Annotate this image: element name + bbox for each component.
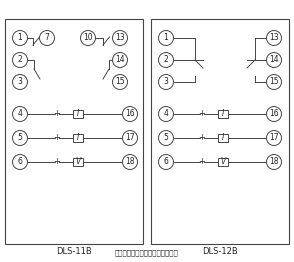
Text: 14: 14 bbox=[115, 56, 125, 64]
Circle shape bbox=[13, 130, 28, 145]
Circle shape bbox=[158, 30, 173, 46]
Text: 2: 2 bbox=[164, 56, 168, 64]
Text: 13: 13 bbox=[269, 34, 279, 42]
Text: +: + bbox=[54, 157, 61, 166]
Bar bbox=[73, 158, 83, 166]
Text: DLS-12B: DLS-12B bbox=[202, 248, 238, 256]
Circle shape bbox=[13, 74, 28, 90]
Text: 4: 4 bbox=[18, 110, 22, 118]
Text: +: + bbox=[198, 110, 206, 118]
Circle shape bbox=[266, 30, 281, 46]
Bar bbox=[151, 19, 289, 244]
Text: 6: 6 bbox=[163, 157, 168, 166]
Text: 18: 18 bbox=[125, 157, 135, 166]
Text: +: + bbox=[54, 134, 61, 143]
Text: I: I bbox=[222, 134, 224, 143]
Bar bbox=[5, 19, 143, 244]
Circle shape bbox=[81, 30, 96, 46]
Text: 2: 2 bbox=[18, 56, 22, 64]
Bar bbox=[73, 110, 83, 118]
Text: +: + bbox=[54, 110, 61, 118]
Text: 7: 7 bbox=[45, 34, 49, 42]
Text: I: I bbox=[77, 134, 79, 143]
Text: 1: 1 bbox=[18, 34, 22, 42]
Text: I: I bbox=[77, 110, 79, 118]
Text: 5: 5 bbox=[18, 134, 22, 143]
Circle shape bbox=[266, 130, 281, 145]
Bar bbox=[218, 110, 228, 118]
Text: 16: 16 bbox=[269, 110, 279, 118]
Text: 3: 3 bbox=[163, 78, 168, 86]
Circle shape bbox=[13, 155, 28, 170]
Circle shape bbox=[266, 74, 281, 90]
Circle shape bbox=[123, 106, 138, 122]
Circle shape bbox=[158, 130, 173, 145]
Text: 16: 16 bbox=[125, 110, 135, 118]
Circle shape bbox=[123, 155, 138, 170]
Text: 注：触点处在跳闸位置时的接线图: 注：触点处在跳闸位置时的接线图 bbox=[115, 249, 179, 256]
Circle shape bbox=[158, 155, 173, 170]
Text: 17: 17 bbox=[269, 134, 279, 143]
Circle shape bbox=[266, 52, 281, 68]
Text: I: I bbox=[222, 110, 224, 118]
Text: 5: 5 bbox=[163, 134, 168, 143]
Bar bbox=[218, 134, 228, 142]
Circle shape bbox=[113, 30, 128, 46]
Circle shape bbox=[13, 106, 28, 122]
Text: V: V bbox=[220, 157, 225, 166]
Circle shape bbox=[266, 155, 281, 170]
Bar bbox=[73, 134, 83, 142]
Text: 15: 15 bbox=[269, 78, 279, 86]
Text: 4: 4 bbox=[163, 110, 168, 118]
Circle shape bbox=[266, 106, 281, 122]
Circle shape bbox=[123, 130, 138, 145]
Text: 14: 14 bbox=[269, 56, 279, 64]
Text: 17: 17 bbox=[125, 134, 135, 143]
Text: V: V bbox=[75, 157, 81, 166]
Circle shape bbox=[39, 30, 54, 46]
Text: 15: 15 bbox=[115, 78, 125, 86]
Circle shape bbox=[158, 106, 173, 122]
Circle shape bbox=[13, 52, 28, 68]
Text: 3: 3 bbox=[18, 78, 22, 86]
Text: +: + bbox=[198, 134, 206, 143]
Bar bbox=[218, 158, 228, 166]
Text: +: + bbox=[198, 157, 206, 166]
Circle shape bbox=[113, 52, 128, 68]
Text: 10: 10 bbox=[83, 34, 93, 42]
Text: 6: 6 bbox=[18, 157, 22, 166]
Circle shape bbox=[158, 52, 173, 68]
Text: 1: 1 bbox=[164, 34, 168, 42]
Circle shape bbox=[113, 74, 128, 90]
Text: 13: 13 bbox=[115, 34, 125, 42]
Text: 18: 18 bbox=[269, 157, 279, 166]
Circle shape bbox=[13, 30, 28, 46]
Text: DLS-11B: DLS-11B bbox=[56, 248, 92, 256]
Circle shape bbox=[158, 74, 173, 90]
